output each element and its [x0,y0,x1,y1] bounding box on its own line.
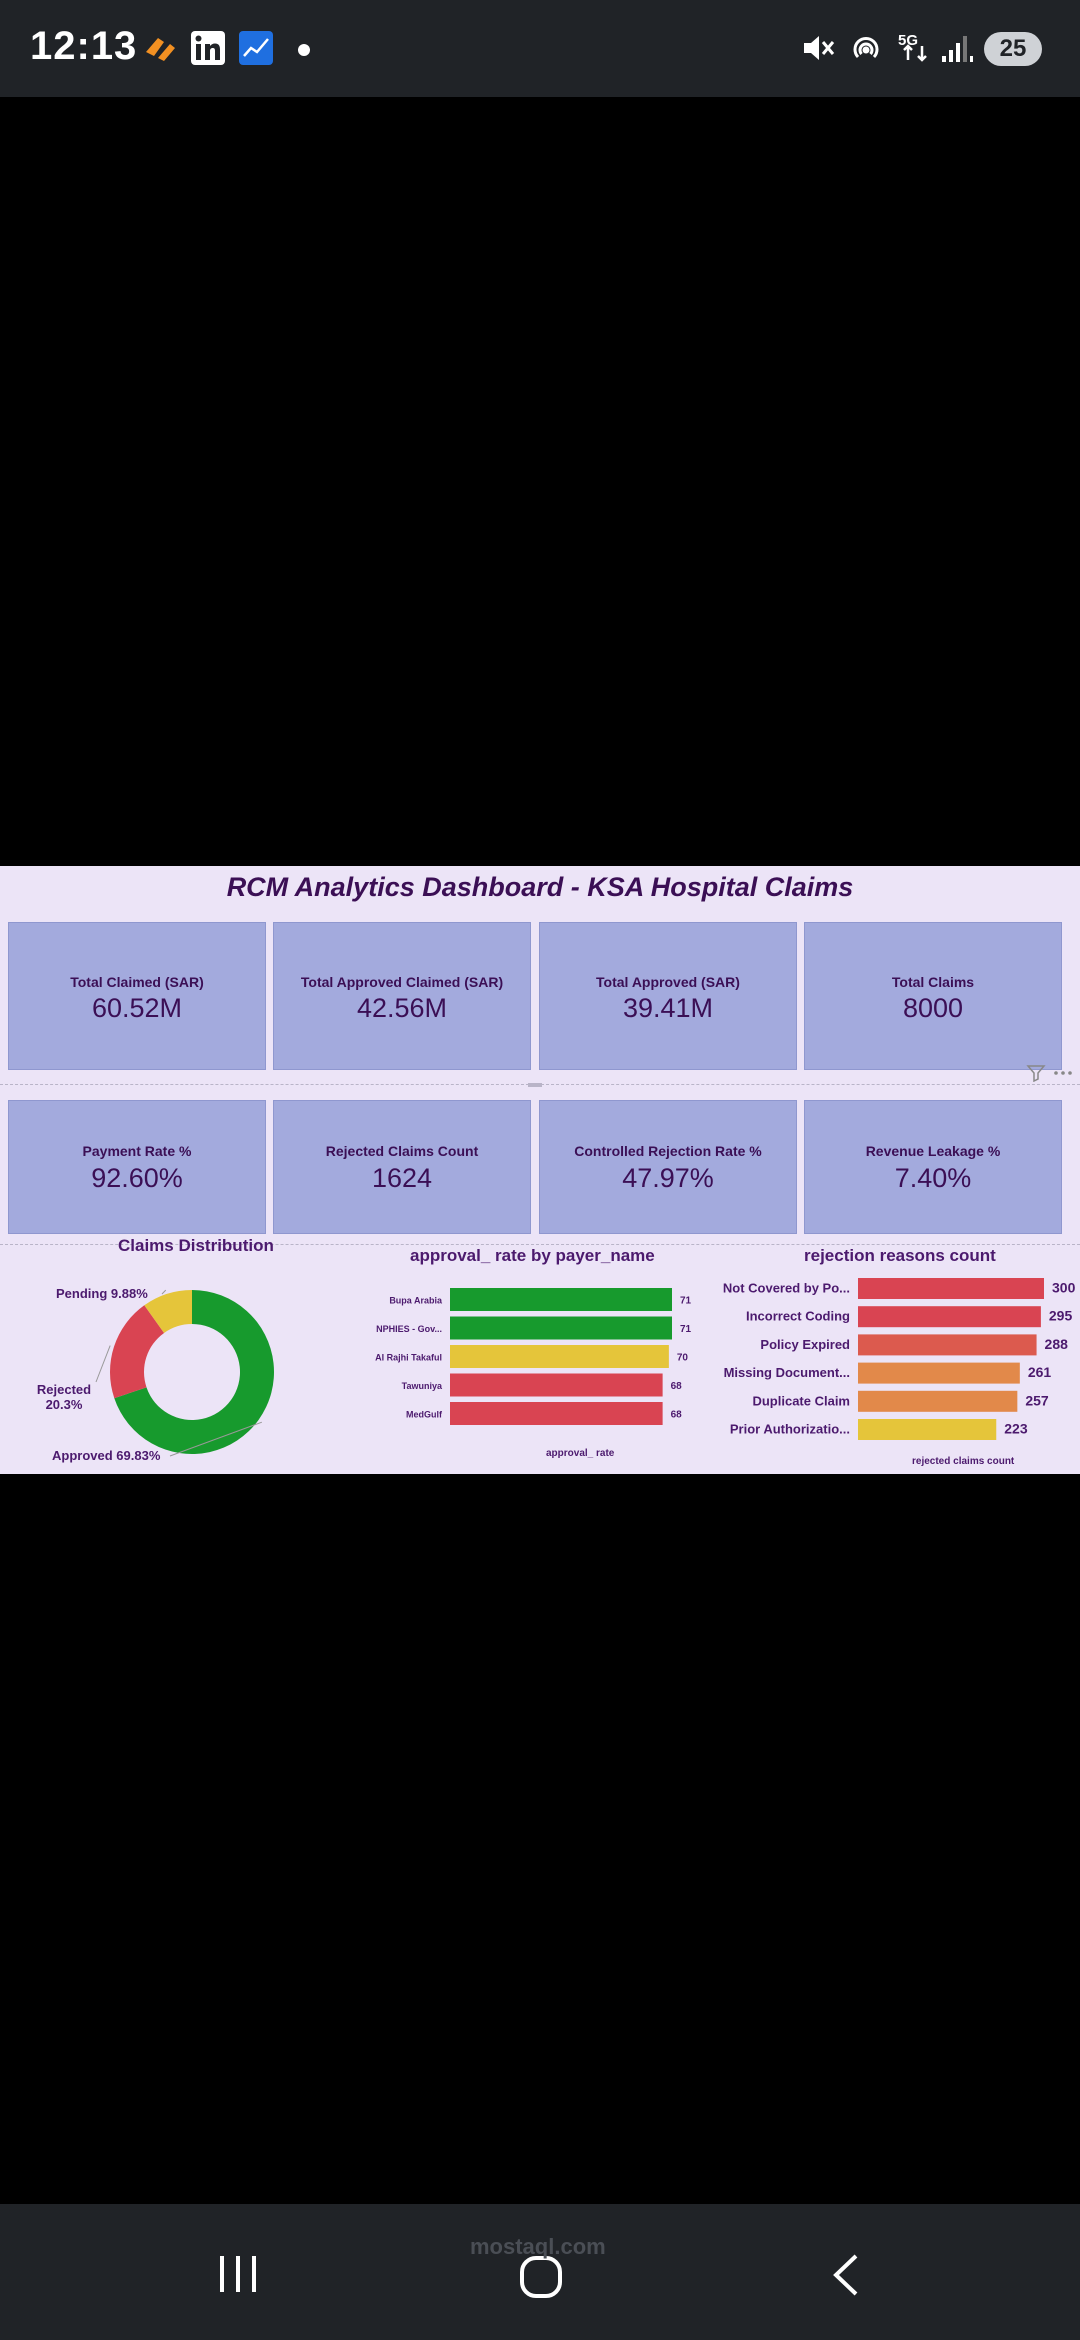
bar-value-label: 68 [671,1381,683,1392]
dot-icon [294,30,330,66]
bar-category-label: Tawuniya [402,1381,443,1391]
kpi-label: Controlled Rejection Rate % [574,1143,762,1159]
kpi-card-payment-rate[interactable]: Payment Rate % 92.60% [8,1100,266,1234]
swirl-app-icon [142,30,178,66]
clock: 12:13 [30,24,138,68]
back-button[interactable] [826,2252,866,2303]
kpi-value: 7.40% [894,1163,972,1193]
rejection-reasons-bar-chart[interactable]: Not Covered by Po... 300 Incorrect Coding 2… [710,1270,1080,1450]
bar-value-label: 300 [1052,1280,1076,1296]
watermark-logo: mostaql.com [470,2234,606,2259]
kpi-card-revenue-leakage[interactable]: Revenue Leakage % 7.40% [804,1100,1062,1234]
kpi-value: 8000 [902,993,964,1023]
kpi-value: 60.52M [91,993,183,1023]
kpi-label: Rejected Claims Count [325,1143,479,1159]
bar-value-label: 223 [1004,1421,1028,1437]
claims-distribution-title: Claims Distribution [118,1236,274,1255]
kpi-card-total-claims[interactable]: Total Claims 8000 [804,922,1062,1070]
donut-label-pending: Pending 9.88% [56,1286,148,1301]
bar-category-label: Missing Document... [724,1365,850,1380]
kpi-card-total-approved-claimed[interactable]: Total Approved Claimed (SAR) 42.56M [273,922,531,1070]
donut-label-approved: Approved 69.83% [52,1448,161,1463]
bar [858,1278,1044,1299]
kpi-card-total-claimed[interactable]: Total Claimed (SAR) 60.52M [8,922,266,1070]
bar-value-label: 257 [1025,1392,1049,1408]
approval-rate-axis-title: approval_ rate [546,1448,615,1459]
home-button[interactable] [518,2254,564,2305]
approval-rate-bar-chart[interactable]: Bupa Arabia 71 NPHIES - Gov... 71 Al Rajhi T… [360,1272,710,1448]
signal-icon [940,30,978,66]
bar-value-label: 70 [677,1353,689,1364]
bar [450,1345,669,1368]
bar-category-label: Al Rajhi Takaful [375,1353,442,1363]
bar-category-label: Not Covered by Po... [723,1281,850,1296]
bar [858,1390,1018,1412]
kpi-card-rejected-claims-count[interactable]: Rejected Claims Count 1624 [273,1100,531,1234]
donut-leader-line [95,1345,111,1383]
bar [450,1402,663,1425]
kpi-value: 47.97% [622,1163,714,1193]
bar [858,1306,1041,1328]
dashboard: RCM Analytics Dashboard - KSA Hospital C… [0,866,1080,1474]
kpi-label: Revenue Leakage % [865,1143,1001,1159]
kpi-label: Total Approved (SAR) [596,974,740,990]
bar-value-label: 295 [1049,1308,1073,1324]
donut-leader-line [161,1289,167,1295]
dashboard-title: RCM Analytics Dashboard - KSA Hospital C… [226,872,854,902]
bar-category-label: MedGulf [406,1410,443,1420]
bar-value-label: 71 [680,1296,692,1307]
bar-value-label: 71 [680,1324,692,1335]
bar [858,1419,997,1440]
kpi-card-total-approved[interactable]: Total Approved (SAR) 39.41M [539,922,797,1070]
chart-app-icon [238,30,274,66]
filter-icon[interactable] [1026,1064,1046,1087]
status-bar: 12:13 5G 25 [0,0,1080,97]
kpi-value: 42.56M [356,993,448,1023]
rejection-reasons-axis-title: rejected claims count [912,1456,1015,1467]
bar-category-label: Incorrect Coding [746,1309,850,1324]
bar-category-label: NPHIES - Gov... [376,1324,442,1334]
donut-leader-line [169,1421,263,1457]
bar-category-label: Bupa Arabia [389,1296,443,1306]
approval-rate-title: approval_ rate by payer_name [410,1246,655,1265]
rejection-reasons-title: rejection reasons count [804,1246,996,1265]
claims-distribution-donut[interactable]: Approved 69.83% Rejected 20.3% Pending 9.88… [0,1260,360,1474]
bar-value-label: 261 [1028,1364,1052,1380]
5g-icon: 5G [896,30,936,66]
bar-value-label: 288 [1045,1336,1069,1352]
linkedin-icon [190,30,226,66]
kpi-value: 1624 [371,1163,433,1193]
recent-apps-button[interactable] [216,2252,260,2301]
donut-slice-pending [144,1290,192,1333]
kpi-label: Total Claimed (SAR) [70,974,204,990]
kpi-card-controlled-rejection-rate[interactable]: Controlled Rejection Rate % 47.97% [539,1100,797,1234]
hotspot-icon [848,30,884,66]
navigation-bar [0,2204,1080,2340]
donut-label-rejected: Rejected 20.3% [37,1382,91,1412]
more-options-icon[interactable] [1052,1064,1074,1087]
network-type: 5G [898,32,918,49]
donut-slice-approved [114,1290,274,1454]
mute-icon [800,30,836,66]
bar-value-label: 68 [671,1410,683,1421]
bar-category-label: Duplicate Claim [752,1393,850,1408]
bar [450,1316,672,1340]
kpi-value: 92.60% [91,1163,183,1193]
kpi-label: Payment Rate % [82,1143,192,1159]
bar [450,1288,672,1311]
kpi-value: 39.41M [622,993,714,1023]
kpi-label: Total Claims [891,974,975,990]
kpi-label: Total Approved Claimed (SAR) [300,974,504,990]
bar [858,1362,1020,1384]
donut-slice-rejected [110,1305,165,1399]
section-divider [0,1244,1080,1245]
bar [450,1373,663,1397]
battery-icon: 25 [984,32,1042,66]
bar-category-label: Policy Expired [760,1337,850,1352]
resize-handle[interactable] [528,1083,542,1087]
bar-category-label: Prior Authorizatio... [730,1422,850,1437]
bar [858,1334,1037,1356]
